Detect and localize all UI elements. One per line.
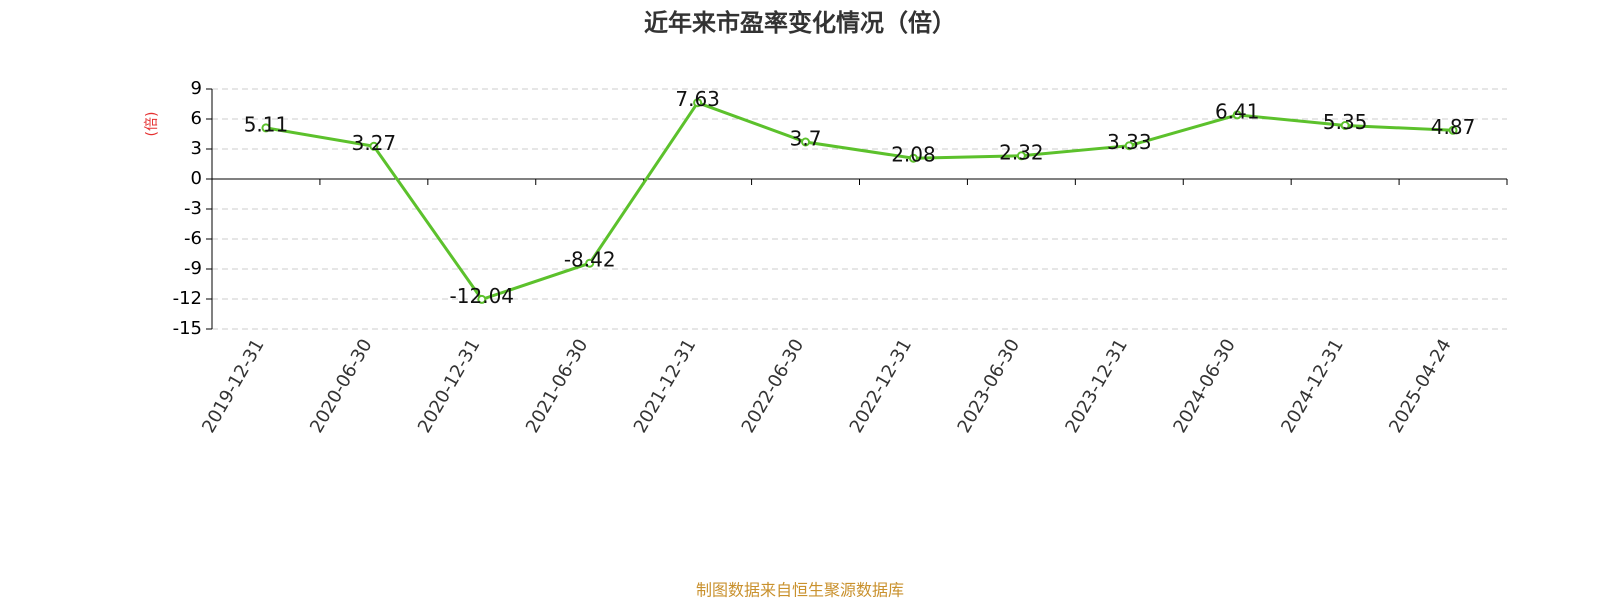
data-label: 4.87 xyxy=(1431,115,1476,139)
data-label: 3.7 xyxy=(790,127,822,151)
x-tick-label: 2022-12-31 xyxy=(846,336,916,437)
point xyxy=(1016,151,1026,161)
data-label: 2.08 xyxy=(891,143,936,167)
data-label: 7.63 xyxy=(675,87,720,111)
x-tick-label: 2022-06-30 xyxy=(738,336,808,437)
y-tick-label: 3 xyxy=(191,138,202,159)
data-label: 2.32 xyxy=(999,140,1044,164)
x-tick-label: 2021-06-30 xyxy=(522,336,592,437)
data-label: 5.11 xyxy=(244,112,289,136)
y-tick-label: -6 xyxy=(184,228,202,249)
source-note: 制图数据来自恒生聚源数据库 xyxy=(696,581,904,600)
data-label: -12.04 xyxy=(450,284,514,308)
data-label: 5.35 xyxy=(1323,110,1368,134)
x-tick-label: 2020-12-31 xyxy=(414,335,484,436)
x-tick-label: 2023-12-31 xyxy=(1061,336,1131,437)
point xyxy=(585,258,595,268)
y-tick-label: 0 xyxy=(191,168,202,189)
chart-title: 近年来市盈率变化情况（倍） xyxy=(644,9,956,37)
x-tick-label: 2024-12-31 xyxy=(1277,336,1347,437)
x-tick-label: 2021-12-31 xyxy=(630,336,700,437)
point xyxy=(1340,121,1350,130)
x-tick-label: 2024-06-30 xyxy=(1169,336,1239,437)
y-tick-label: -3 xyxy=(184,198,202,219)
point xyxy=(801,137,811,147)
x-tick-label: 2025-04-24 xyxy=(1385,336,1455,437)
point xyxy=(261,123,271,133)
y-tick-label: -15 xyxy=(173,318,202,339)
data-label: 6.41 xyxy=(1215,99,1260,123)
x-tick-label: 2020-06-30 xyxy=(306,336,376,437)
point xyxy=(908,153,918,163)
data-label: 3.33 xyxy=(1107,130,1152,154)
y-tick-label: 6 xyxy=(191,108,202,129)
data-label: -8.42 xyxy=(564,248,616,272)
data-label: 3.27 xyxy=(352,131,397,155)
y-axis-label: (倍) xyxy=(144,112,160,137)
y-tick-label: -9 xyxy=(184,258,202,279)
point xyxy=(369,141,379,151)
x-tick-label: 2019-12-31 xyxy=(198,336,268,437)
y-tick-label: -12 xyxy=(173,288,202,309)
x-tick-label: 2023-06-30 xyxy=(954,336,1024,437)
point xyxy=(477,294,487,304)
y-tick-label: 9 xyxy=(191,78,202,99)
point xyxy=(1448,125,1458,135)
point xyxy=(693,98,703,108)
point xyxy=(1232,110,1242,120)
point xyxy=(1124,141,1134,151)
line xyxy=(265,100,1454,302)
